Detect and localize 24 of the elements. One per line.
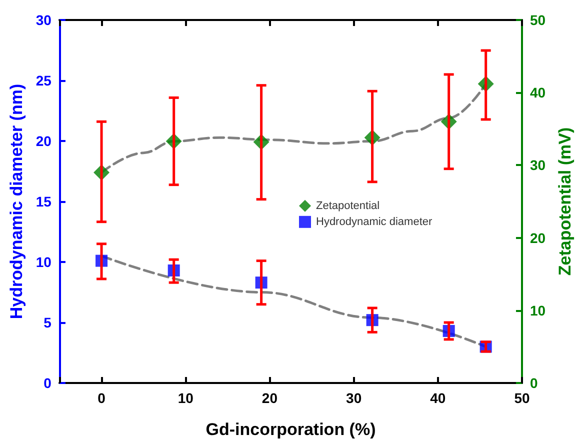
y-tick-label: 30	[36, 12, 52, 28]
y-tick-label: 15	[36, 194, 52, 210]
x-tick-label: 20	[262, 390, 278, 406]
y2-tick-label: 0	[530, 375, 538, 391]
y2-tick-label: 20	[530, 230, 546, 246]
y-tick-label: 0	[44, 375, 52, 391]
y-tick-label: 25	[36, 72, 52, 88]
y-axis-title: Hydrodynamic diameter (nm)	[7, 84, 26, 320]
y2-tick-label: 40	[530, 84, 546, 101]
y2-tick-label: 10	[530, 302, 546, 318]
legend-label: Hydrodynamic diameter	[316, 216, 432, 228]
x-tick-label: 50	[514, 390, 530, 406]
y2-axis-title: Zetapotential (mV)	[555, 127, 574, 276]
x-tick-label: 40	[430, 390, 446, 406]
x-axis-title: Gd-incorporation (%)	[206, 420, 376, 439]
y-tick-label: 5	[44, 314, 52, 330]
legend-label: Zetapotential	[316, 200, 380, 212]
y-tick-label: 10	[36, 254, 52, 270]
x-tick-label: 0	[98, 390, 106, 406]
x-tick-label: 30	[346, 390, 362, 406]
x-tick-label: 10	[178, 390, 194, 406]
y2-tick-label: 30	[530, 157, 546, 174]
y2-tick-label: 50	[530, 12, 546, 28]
y-tick-label: 20	[36, 133, 52, 149]
